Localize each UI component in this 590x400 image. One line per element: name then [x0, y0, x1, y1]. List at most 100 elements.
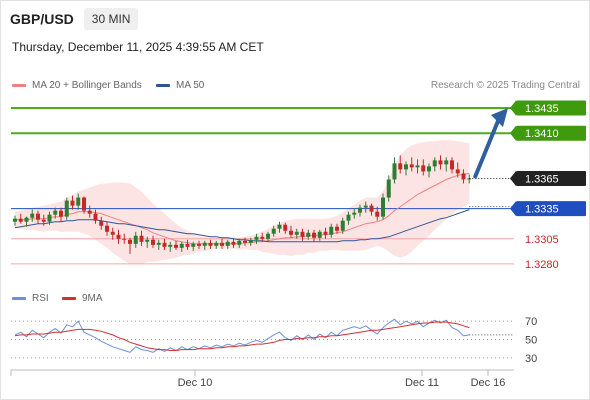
legend-rsi: RSI — [12, 293, 49, 304]
candle-body — [105, 225, 109, 232]
x-axis-layer: Dec 10 Dec 11 Dec 16 — [10, 369, 514, 389]
candle-body — [421, 165, 426, 172]
bollinger-swatch — [12, 84, 26, 87]
level-label-box — [516, 100, 586, 116]
candle-body — [340, 220, 345, 231]
candle-body — [128, 239, 132, 244]
candle-body — [266, 233, 270, 239]
candle-body — [358, 207, 362, 213]
timeframe-badge[interactable]: 30 MIN — [83, 8, 139, 30]
rsi-tick-70: 70 — [525, 316, 537, 328]
rsi-ma-label: 9MA — [82, 293, 103, 304]
candle-body — [70, 200, 75, 206]
x-tick-label-1: Dec 11 — [405, 377, 439, 389]
ma50-label: MA 50 — [176, 80, 205, 91]
candles-layer — [13, 155, 472, 254]
candle-body — [179, 243, 184, 248]
candle-body — [237, 240, 242, 245]
candle-body — [36, 213, 40, 220]
candle-body — [156, 242, 161, 245]
bollinger-band-fill — [15, 140, 470, 264]
x-tick-label-0: Dec 10 — [178, 377, 213, 389]
candle-body — [289, 230, 293, 235]
candle-body — [277, 224, 282, 229]
levels-layer: 1.3435 1.3410 1.3365 1.3335 1.3305 1.3280 — [11, 100, 586, 271]
legend-ma50: MA 50 — [156, 80, 204, 91]
candle-body — [122, 238, 127, 240]
chart-header: GBP/USD 30 MIN — [10, 7, 139, 31]
rsi-ma-swatch — [62, 297, 76, 300]
candle-body — [208, 242, 213, 246]
candle-body — [185, 243, 190, 247]
rsi-swatch — [12, 297, 26, 300]
rsi-ma-line — [14, 321, 470, 351]
candle-body — [116, 234, 121, 239]
candle-body — [59, 210, 63, 217]
candle-body — [225, 241, 230, 246]
level-label-pointer — [510, 125, 516, 141]
level-label-text: 1.3305 — [525, 234, 559, 246]
legend-rsi-ma: 9MA — [62, 293, 103, 304]
level-label-text: 1.3435 — [525, 103, 559, 115]
level-label-box — [516, 170, 586, 186]
candle-body — [381, 197, 385, 217]
x-tick-label-2: Dec 16 — [471, 377, 506, 389]
candle-body — [283, 224, 288, 231]
candle-body — [231, 241, 236, 245]
candle-body — [191, 243, 196, 247]
candle-body — [254, 236, 259, 240]
candle-body — [214, 242, 219, 246]
candle-body — [467, 178, 472, 180]
candle-body — [18, 218, 23, 222]
candle-body — [271, 228, 276, 234]
candle-body — [386, 179, 391, 198]
candle-body — [323, 231, 328, 235]
candle-body — [432, 160, 437, 167]
candle-body — [151, 239, 155, 245]
rsi-layer: 70 50 30 — [11, 316, 537, 365]
candle-body — [260, 236, 265, 239]
candle-body — [168, 244, 173, 247]
candle-body — [306, 232, 311, 237]
symbol-label: GBP/USD — [10, 11, 74, 27]
rsi-label: RSI — [32, 293, 49, 304]
candle-body — [392, 163, 397, 180]
candle-body — [427, 166, 431, 172]
level-label-pointer — [510, 170, 516, 186]
candle-body — [145, 239, 150, 242]
timestamp: Thursday, December 11, 2025 4:39:55 AM C… — [12, 40, 264, 54]
candle-body — [455, 169, 460, 174]
candle-body — [346, 214, 351, 221]
rsi-tick-30: 30 — [525, 353, 537, 365]
candle-body — [317, 231, 322, 238]
level-label-text: 1.3410 — [525, 128, 559, 140]
candle-body — [162, 242, 167, 247]
candle-body — [352, 212, 357, 215]
candle-body — [93, 213, 98, 221]
level-label-text: 1.3365 — [525, 173, 559, 185]
level-label-box — [516, 201, 586, 217]
projection-arrow-head — [491, 108, 508, 128]
candle-body — [329, 226, 334, 235]
rsi-tick-50: 50 — [525, 335, 537, 347]
rsi-line — [14, 318, 470, 353]
candle-body — [243, 240, 247, 243]
candle-body — [300, 231, 305, 237]
candle-body — [82, 197, 86, 211]
level-label-pointer — [510, 201, 516, 217]
candle-body — [375, 211, 380, 217]
overlay-layer — [469, 108, 514, 179]
candle-body — [461, 173, 466, 180]
legend-bollinger: MA 20 + Bollinger Bands — [12, 80, 142, 91]
candle-body — [369, 205, 374, 212]
candle-body — [41, 219, 46, 222]
candle-body — [444, 160, 449, 165]
candle-body — [133, 235, 138, 244]
candle-body — [30, 213, 35, 218]
candle-body — [24, 217, 29, 222]
candle-body — [202, 242, 207, 246]
candle-body — [87, 210, 92, 214]
candle-body — [409, 164, 414, 168]
candle-body — [53, 210, 58, 215]
